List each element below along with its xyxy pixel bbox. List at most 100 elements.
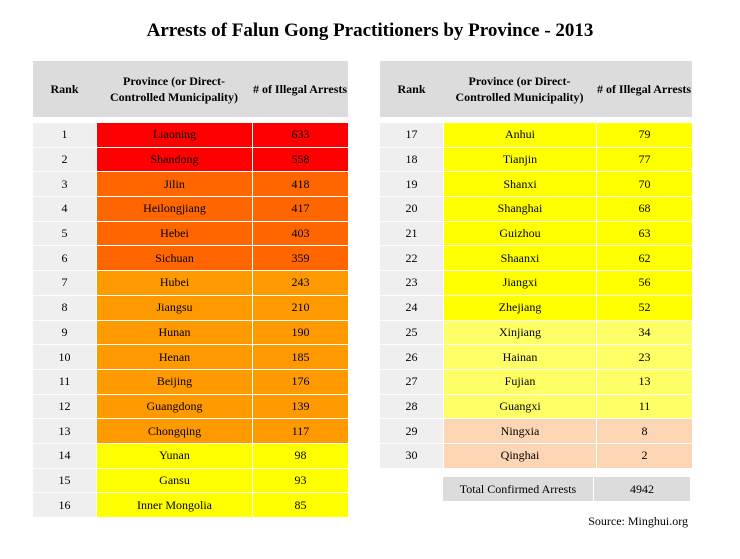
table-row: 11 Beijing 176 <box>33 369 348 395</box>
count-cell: 243 <box>252 271 348 296</box>
province-cell: Chongqing <box>96 419 252 444</box>
count-cell: 403 <box>252 221 348 247</box>
province-cell: Guangxi <box>443 394 596 420</box>
rank-cell: 28 <box>380 394 443 420</box>
count-cell: 52 <box>596 295 692 321</box>
province-cell: Beijing <box>96 369 252 395</box>
count-cell: 139 <box>252 394 348 420</box>
header-count: # of Illegal Arrests <box>596 61 692 117</box>
province-cell: Jiangsu <box>96 295 252 321</box>
rank-cell: 11 <box>33 369 96 395</box>
count-cell: 85 <box>252 493 348 518</box>
table-row: 10 Henan 185 <box>33 345 348 370</box>
table-row: 20 Shanghai 68 <box>380 197 692 222</box>
province-cell: Hebei <box>96 221 252 247</box>
province-cell: Henan <box>96 345 252 370</box>
province-cell: Heilongjiang <box>96 197 252 222</box>
province-cell: Jilin <box>96 172 252 198</box>
rank-cell: 10 <box>33 345 96 370</box>
header-spacer <box>380 117 692 123</box>
table-row: 25 Xinjiang 34 <box>380 320 692 346</box>
table-row: 22 Shaanxi 62 <box>380 246 692 272</box>
header-rank: Rank <box>380 61 443 117</box>
count-cell: 68 <box>596 197 692 222</box>
count-cell: 63 <box>596 221 692 247</box>
table-row: 15 Gansu 93 <box>33 468 348 494</box>
count-cell: 11 <box>596 394 692 420</box>
table-row: 6 Sichuan 359 <box>33 246 348 272</box>
ranking-table-right: Rank Province (or Direct-Controlled Muni… <box>380 61 692 469</box>
header-rank: Rank <box>33 61 96 117</box>
table-row: 30 Qinghai 2 <box>380 443 692 469</box>
table-row: 21 Guizhou 63 <box>380 221 692 247</box>
rank-cell: 9 <box>33 320 96 346</box>
table-row: 27 Fujian 13 <box>380 369 692 395</box>
province-cell: Jiangxi <box>443 271 596 296</box>
count-cell: 359 <box>252 246 348 272</box>
count-cell: 210 <box>252 295 348 321</box>
total-value: 4942 <box>594 477 690 501</box>
count-cell: 79 <box>596 123 692 148</box>
rank-cell: 22 <box>380 246 443 272</box>
rank-cell: 13 <box>33 419 96 444</box>
table-row: 23 Jiangxi 56 <box>380 271 692 296</box>
rank-cell: 4 <box>33 197 96 222</box>
province-cell: Qinghai <box>443 443 596 469</box>
count-cell: 8 <box>596 419 692 444</box>
province-cell: Fujian <box>443 369 596 395</box>
count-cell: 56 <box>596 271 692 296</box>
rank-cell: 16 <box>33 493 96 518</box>
count-cell: 34 <box>596 320 692 346</box>
province-cell: Ningxia <box>443 419 596 444</box>
table-row: 18 Tianjin 77 <box>380 147 692 173</box>
rank-cell: 26 <box>380 345 443 370</box>
province-cell: Shaanxi <box>443 246 596 272</box>
table-row: 3 Jilin 418 <box>33 172 348 198</box>
count-cell: 558 <box>252 147 348 173</box>
rank-cell: 23 <box>380 271 443 296</box>
rank-cell: 20 <box>380 197 443 222</box>
province-cell: Guangdong <box>96 394 252 420</box>
source-credit: Source: Minghui.org <box>588 514 688 528</box>
rank-cell: 19 <box>380 172 443 198</box>
province-cell: Hubei <box>96 271 252 296</box>
province-cell: Shandong <box>96 147 252 173</box>
rank-cell: 18 <box>380 147 443 173</box>
ranking-table-left: Rank Province (or Direct-Controlled Muni… <box>33 61 348 518</box>
count-cell: 418 <box>252 172 348 198</box>
rank-cell: 30 <box>380 443 443 469</box>
table-row: 1 Liaoning 633 <box>33 123 348 148</box>
count-cell: 190 <box>252 320 348 346</box>
rank-cell: 17 <box>380 123 443 148</box>
table-row: 4 Heilongjiang 417 <box>33 197 348 222</box>
province-cell: Tianjin <box>443 147 596 173</box>
count-cell: 633 <box>252 123 348 148</box>
rank-cell: 12 <box>33 394 96 420</box>
table-row: 29 Ningxia 8 <box>380 419 692 444</box>
count-cell: 2 <box>596 443 692 469</box>
province-cell: Inner Mongolia <box>96 493 252 518</box>
rank-cell: 3 <box>33 172 96 198</box>
count-cell: 13 <box>596 369 692 395</box>
rank-cell: 1 <box>33 123 96 148</box>
table-row: 7 Hubei 243 <box>33 271 348 296</box>
total-label: Total Confirmed Arrests <box>443 477 594 501</box>
province-cell: Zhejiang <box>443 295 596 321</box>
table-row: 28 Guangxi 11 <box>380 394 692 420</box>
count-cell: 62 <box>596 246 692 272</box>
header-province: Province (or Direct-Controlled Municipal… <box>96 61 252 117</box>
province-cell: Hainan <box>443 345 596 370</box>
rank-cell: 15 <box>33 468 96 494</box>
province-cell: Xinjiang <box>443 320 596 346</box>
rank-cell: 27 <box>380 369 443 395</box>
province-cell: Guizhou <box>443 221 596 247</box>
count-cell: 185 <box>252 345 348 370</box>
page-title: Arrests of Falun Gong Practitioners by P… <box>146 20 594 41</box>
province-cell: Shanxi <box>443 172 596 198</box>
rank-cell: 5 <box>33 221 96 247</box>
table-row: 26 Hainan 23 <box>380 345 692 370</box>
header-count: # of Illegal Arrests <box>252 61 348 117</box>
count-cell: 176 <box>252 369 348 395</box>
rank-cell: 2 <box>33 147 96 173</box>
rank-cell: 29 <box>380 419 443 444</box>
